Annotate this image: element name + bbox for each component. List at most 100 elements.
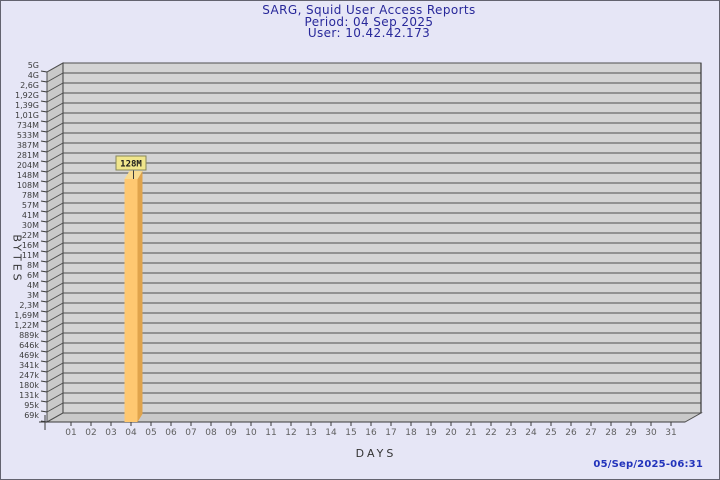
y-tick-label: 22M: [22, 231, 39, 240]
wall-gridline: [46, 122, 64, 133]
wall-gridline: [46, 102, 64, 113]
wall-gridline: [46, 132, 64, 143]
y-tick: [40, 350, 48, 353]
y-tick: [40, 310, 48, 313]
wall-gridline: [46, 182, 64, 193]
y-tick: [40, 370, 48, 373]
y-tick-label: 6M: [27, 271, 39, 280]
y-tick-label: 1,22M: [14, 321, 39, 330]
x-tick-label: 06: [165, 428, 177, 438]
x-tick-label: 13: [305, 428, 316, 438]
wall-gridline: [46, 332, 64, 343]
x-tick-label: 30: [645, 428, 657, 438]
y-tick: [40, 130, 48, 133]
x-tick-label: 05: [145, 428, 156, 438]
y-tick: [40, 70, 48, 73]
y-tick-label: 30M: [22, 221, 39, 230]
chart-header: SARG, Squid User Access Reports Period: …: [17, 4, 719, 40]
x-tick-label: 07: [185, 428, 196, 438]
wall-gridline: [46, 232, 64, 243]
x-tick-label: 02: [85, 428, 96, 438]
x-tick-label: 28: [605, 428, 617, 438]
wall-gridline: [46, 72, 64, 83]
y-tick-label: 131k: [19, 391, 39, 400]
y-tick: [40, 100, 48, 103]
wall-gridline: [46, 382, 64, 393]
wall-gridline: [46, 402, 64, 413]
wall-gridline: [46, 362, 64, 373]
y-tick-label: 387M: [17, 141, 39, 150]
y-tick-label: 41M: [22, 211, 39, 220]
x-tick-label: 18: [405, 428, 417, 438]
wall-gridline: [46, 302, 64, 313]
y-tick: [40, 160, 48, 163]
wall-gridline: [46, 192, 64, 203]
y-tick: [40, 360, 48, 363]
y-tick: [40, 110, 48, 113]
y-tick: [40, 270, 48, 273]
y-tick: [40, 380, 48, 383]
wall-gridline: [46, 172, 64, 183]
x-axis-title: DAYS: [355, 447, 397, 460]
y-tick-label: 734M: [17, 121, 39, 130]
chart-left-wall: [46, 62, 64, 423]
y-tick-label: 8M: [27, 261, 39, 270]
y-tick-label: 1,01G: [15, 111, 39, 120]
y-tick-label: 469k: [19, 351, 39, 360]
x-tick-label: 27: [585, 428, 596, 438]
x-tick-label: 19: [425, 428, 437, 438]
y-tick: [40, 170, 48, 173]
x-tick-label: 23: [505, 428, 516, 438]
y-tick-label: 204M: [17, 161, 39, 170]
y-tick-label: 533M: [17, 131, 39, 140]
wall-gridline: [46, 162, 64, 173]
y-tick: [40, 230, 48, 233]
y-tick-label: 2,6G: [20, 81, 39, 90]
chart-user: User: 10.42.42.173: [307, 26, 431, 40]
x-tick-label: 14: [325, 428, 337, 438]
x-tick-label: 01: [65, 428, 76, 438]
y-tick-label: 247k: [19, 371, 39, 380]
wall-gridline: [46, 222, 64, 233]
x-tick-label: 26: [565, 428, 577, 438]
y-tick: [40, 240, 48, 243]
y-tick-label: 4M: [27, 281, 39, 290]
x-tick-label: 11: [265, 428, 276, 438]
x-tick-label: 22: [485, 428, 496, 438]
y-tick-label: 180k: [19, 381, 39, 390]
y-tick: [40, 190, 48, 193]
wall-gridline: [46, 392, 64, 403]
y-tick: [40, 210, 48, 213]
y-tick-label: 1,39G: [15, 101, 39, 110]
wall-gridline: [46, 92, 64, 103]
wall-gridline: [46, 242, 64, 253]
wall-gridline: [46, 272, 64, 283]
y-tick-label: 1,69M: [14, 311, 39, 320]
report-timestamp: 05/Sep/2025-06:31: [593, 459, 703, 470]
y-tick: [40, 120, 48, 123]
y-tick-label: 341k: [19, 361, 39, 370]
wall-gridline: [46, 152, 64, 163]
wall-gridline: [46, 112, 64, 123]
y-tick-label: 1,92G: [15, 91, 39, 100]
y-tick: [40, 290, 48, 293]
wall-gridline: [46, 202, 64, 213]
wall-gridline: [46, 342, 64, 353]
y-tick: [40, 320, 48, 323]
y-tick-label: 16M: [22, 241, 39, 250]
y-tick: [40, 330, 48, 333]
y-tick-label: 2,3M: [19, 301, 39, 310]
wall-gridline: [46, 412, 64, 423]
y-tick-label: 69k: [24, 411, 39, 420]
wall-gridline: [46, 262, 64, 273]
y-tick-label: 95k: [24, 401, 39, 410]
bar-side-face: [137, 171, 143, 422]
x-tick-label: 10: [245, 428, 257, 438]
wall-gridline: [46, 292, 64, 303]
y-tick: [40, 180, 48, 183]
y-tick-label: 78M: [22, 191, 39, 200]
y-tick-label: 3M: [27, 291, 39, 300]
y-tick: [40, 150, 48, 153]
